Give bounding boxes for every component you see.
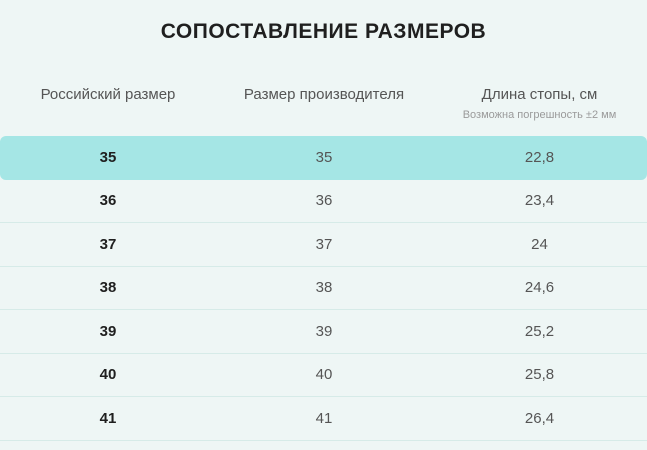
- manufacturer-size-cell: 40: [315, 366, 333, 384]
- foot-length-cell: 22,8: [524, 149, 555, 167]
- manufacturer-size-cell: 37: [315, 235, 333, 253]
- table-row[interactable]: 37 37 24: [0, 223, 647, 267]
- russian-size-cell: 37: [99, 235, 117, 253]
- foot-length-note: Возможна погрешность ±2 мм: [462, 109, 617, 121]
- manufacturer-size-cell: 36: [315, 192, 333, 210]
- foot-length-cell: 24: [531, 235, 548, 253]
- russian-size-cell: 41: [99, 409, 117, 427]
- size-table-body: 35 35 22,8 36 36 23,4 37 37 24 38 38 24,…: [0, 136, 647, 441]
- foot-length-cell: 25,8: [524, 366, 555, 384]
- russian-size-cell: 36: [99, 192, 117, 210]
- column-header-foot-length: Длина стопы, см Возможна погрешность ±2 …: [432, 86, 647, 121]
- table-row[interactable]: 39 39 25,2: [0, 310, 647, 354]
- russian-size-cell: 39: [99, 322, 117, 340]
- table-header: Российский размер Размер производителя Д…: [0, 86, 647, 136]
- table-row[interactable]: 36 36 23,4: [0, 180, 647, 223]
- page-title: СОПОСТАВЛЕНИЕ РАЗМЕРОВ: [160, 20, 487, 43]
- manufacturer-size-cell: 35: [315, 149, 333, 167]
- table-row[interactable]: 40 40 25,8: [0, 354, 647, 397]
- foot-length-cell: 26,4: [524, 409, 555, 427]
- table-row[interactable]: 41 41 26,4: [0, 397, 647, 441]
- foot-length-cell: 23,4: [524, 192, 555, 210]
- manufacturer-size-cell: 39: [315, 322, 333, 340]
- foot-length-cell: 24,6: [524, 279, 555, 297]
- manufacturer-size-cell: 41: [315, 409, 333, 427]
- foot-length-cell: 25,2: [524, 322, 555, 340]
- table-row[interactable]: 38 38 24,6: [0, 267, 647, 310]
- russian-size-cell: 35: [99, 149, 117, 167]
- manufacturer-size-cell: 38: [315, 279, 333, 297]
- column-header-russian-size: Российский размер: [40, 86, 176, 103]
- column-header-manufacturer-size: Размер производителя: [243, 86, 405, 103]
- russian-size-cell: 38: [99, 279, 117, 297]
- russian-size-cell: 40: [99, 366, 117, 384]
- table-row[interactable]: 35 35 22,8: [0, 136, 647, 180]
- foot-length-label: Длина стопы, см: [481, 86, 598, 103]
